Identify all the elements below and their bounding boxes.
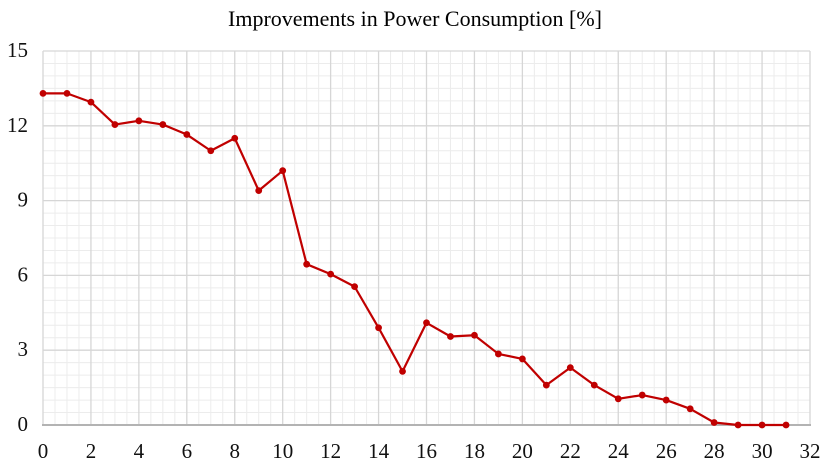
x-tick-labels: 0 2 4 6 8 10 12 14 16 18 20 22 24 26 28 30 32 bbox=[38, 439, 821, 463]
data-point bbox=[566, 364, 574, 372]
x-tick-label: 2 bbox=[86, 439, 97, 463]
x-tick-label: 0 bbox=[38, 439, 49, 463]
x-tick-label: 24 bbox=[608, 439, 630, 463]
data-point bbox=[495, 350, 502, 358]
data-point bbox=[327, 270, 335, 278]
x-tick-label: 20 bbox=[512, 439, 533, 463]
chart-title: Improvements in Power Consumption [%] bbox=[228, 6, 602, 31]
y-tick-label: 15 bbox=[7, 38, 28, 62]
data-point bbox=[471, 331, 478, 339]
data-point bbox=[375, 324, 382, 332]
data-point bbox=[63, 89, 71, 97]
y-tick-label: 0 bbox=[18, 412, 29, 436]
y-tick-label: 9 bbox=[18, 188, 29, 212]
x-tick-label: 18 bbox=[464, 439, 485, 463]
data-point bbox=[758, 421, 766, 429]
x-tick-label: 10 bbox=[272, 439, 293, 463]
x-tick-label: 26 bbox=[656, 439, 677, 463]
x-tick-label: 28 bbox=[704, 439, 725, 463]
y-tick-labels: 0 3 6 9 12 15 bbox=[7, 38, 28, 436]
x-tick-label: 22 bbox=[560, 439, 581, 463]
data-point bbox=[662, 396, 670, 404]
data-point bbox=[782, 421, 790, 429]
x-tick-label: 14 bbox=[368, 439, 390, 463]
x-tick-label: 4 bbox=[134, 439, 145, 463]
data-point bbox=[686, 405, 694, 413]
data-point bbox=[614, 395, 622, 403]
data-point bbox=[207, 147, 215, 155]
data-point bbox=[231, 134, 239, 142]
y-tick-label: 3 bbox=[18, 337, 29, 361]
data-point bbox=[399, 367, 406, 375]
data-point bbox=[638, 391, 646, 399]
x-tick-label: 12 bbox=[320, 439, 341, 463]
data-point bbox=[255, 187, 263, 195]
data-points bbox=[39, 89, 790, 429]
data-point bbox=[303, 260, 311, 268]
data-point bbox=[734, 421, 742, 429]
data-point bbox=[590, 381, 598, 389]
x-tick-label: 30 bbox=[752, 439, 773, 463]
x-tick-label: 6 bbox=[182, 439, 193, 463]
data-point bbox=[423, 319, 430, 327]
y-tick-label: 12 bbox=[7, 113, 28, 137]
data-point bbox=[159, 121, 167, 128]
x-tick-label: 32 bbox=[800, 439, 821, 463]
x-tick-label: 16 bbox=[416, 439, 437, 463]
y-tick-label: 6 bbox=[18, 262, 29, 286]
data-point bbox=[135, 117, 143, 125]
data-line bbox=[41, 92, 788, 427]
data-point bbox=[183, 131, 191, 138]
data-point bbox=[710, 419, 718, 426]
data-point bbox=[518, 355, 526, 363]
data-point bbox=[447, 333, 454, 340]
x-tick-label: 8 bbox=[230, 439, 241, 463]
major-gridlines bbox=[42, 50, 811, 425]
data-point bbox=[279, 167, 287, 175]
data-point bbox=[351, 283, 358, 291]
data-point bbox=[542, 381, 550, 389]
data-point bbox=[111, 121, 119, 128]
data-point bbox=[39, 89, 47, 97]
data-point bbox=[87, 98, 95, 106]
